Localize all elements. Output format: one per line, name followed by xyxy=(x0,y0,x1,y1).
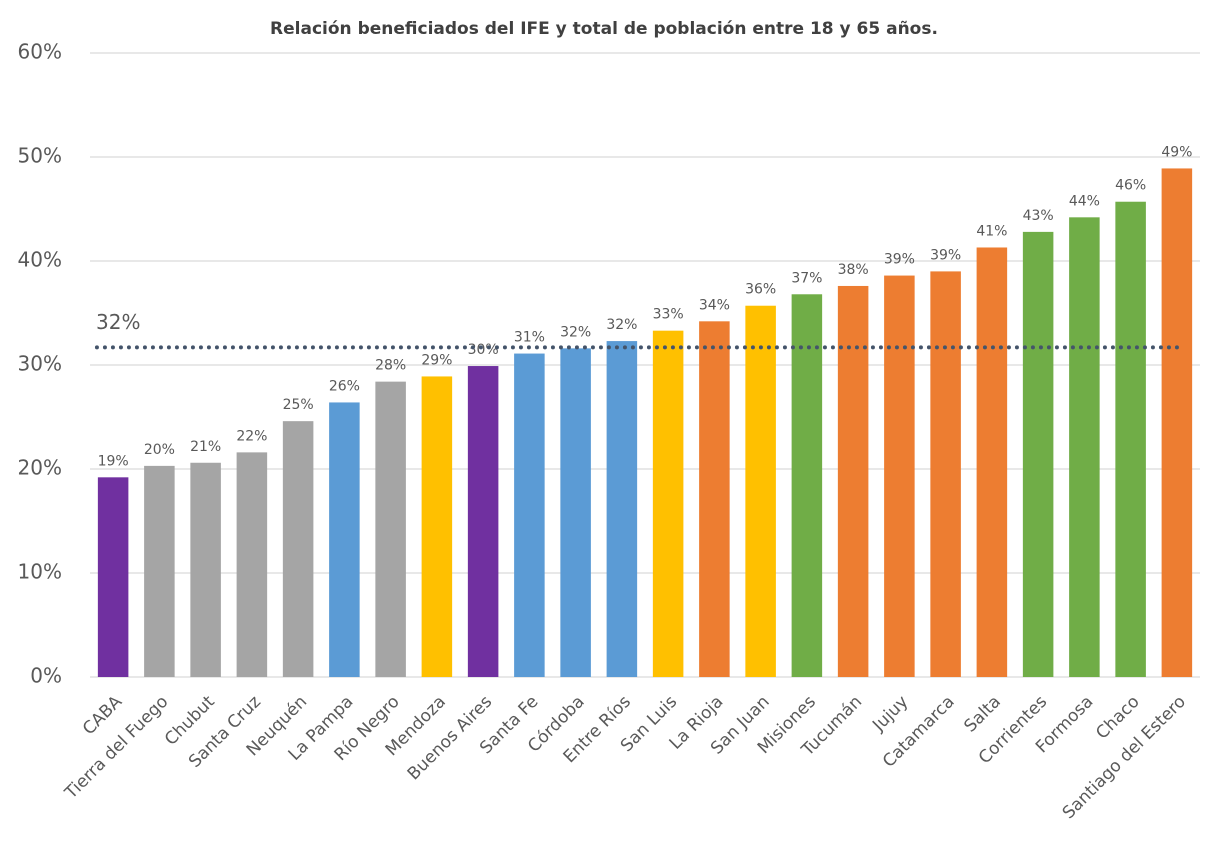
value-label: 33% xyxy=(653,307,684,323)
value-label: 46% xyxy=(1115,178,1146,194)
bar xyxy=(1115,201,1146,677)
y-tick-label: 20% xyxy=(18,456,62,480)
value-label: 20% xyxy=(144,442,175,458)
y-tick-label: 50% xyxy=(18,144,62,168)
value-label: 25% xyxy=(283,397,314,413)
value-label: 43% xyxy=(1023,208,1054,224)
bar xyxy=(97,477,129,677)
bar xyxy=(699,321,730,677)
bar xyxy=(375,381,406,677)
bar xyxy=(467,366,499,677)
bar xyxy=(1161,168,1193,677)
bar xyxy=(606,341,638,677)
value-label: 29% xyxy=(421,352,452,368)
value-label: 36% xyxy=(745,282,776,298)
bar xyxy=(837,285,869,677)
bar xyxy=(930,271,961,677)
value-label: 26% xyxy=(329,378,360,394)
reference-label: 32% xyxy=(96,310,140,334)
value-label: 32% xyxy=(560,324,591,340)
value-label: 21% xyxy=(190,439,221,455)
y-tick-label: 30% xyxy=(18,352,62,376)
bar xyxy=(421,376,453,677)
value-label: 37% xyxy=(791,270,822,286)
bar xyxy=(282,421,314,677)
y-tick-label: 0% xyxy=(30,664,62,688)
value-label: 38% xyxy=(838,262,869,278)
bar xyxy=(514,353,545,677)
bar xyxy=(560,348,591,677)
value-label: 49% xyxy=(1161,144,1192,160)
bar xyxy=(884,275,915,677)
value-label: 39% xyxy=(930,247,961,263)
value-label: 22% xyxy=(236,428,267,444)
bar xyxy=(329,402,360,677)
bar xyxy=(976,247,1008,678)
value-label: 41% xyxy=(976,223,1007,239)
value-label: 28% xyxy=(375,358,406,374)
y-tick-label: 10% xyxy=(18,560,62,584)
value-label: 32% xyxy=(606,317,637,333)
bar xyxy=(745,305,776,677)
bar xyxy=(791,294,823,677)
value-label: 30% xyxy=(468,342,499,358)
value-label: 31% xyxy=(514,330,545,346)
bar xyxy=(236,452,268,677)
bar xyxy=(1022,231,1054,677)
value-label: 39% xyxy=(884,252,915,268)
value-label: 34% xyxy=(699,297,730,313)
bar xyxy=(1069,217,1100,677)
y-tick-label: 40% xyxy=(18,248,62,272)
chart-title: Relación beneficiados del IFE y total de… xyxy=(270,19,938,39)
bar xyxy=(652,330,684,677)
value-label: 19% xyxy=(98,453,129,469)
bar xyxy=(190,462,221,677)
bar xyxy=(144,465,175,677)
value-label: 44% xyxy=(1069,193,1100,209)
y-tick-label: 60% xyxy=(18,40,62,64)
